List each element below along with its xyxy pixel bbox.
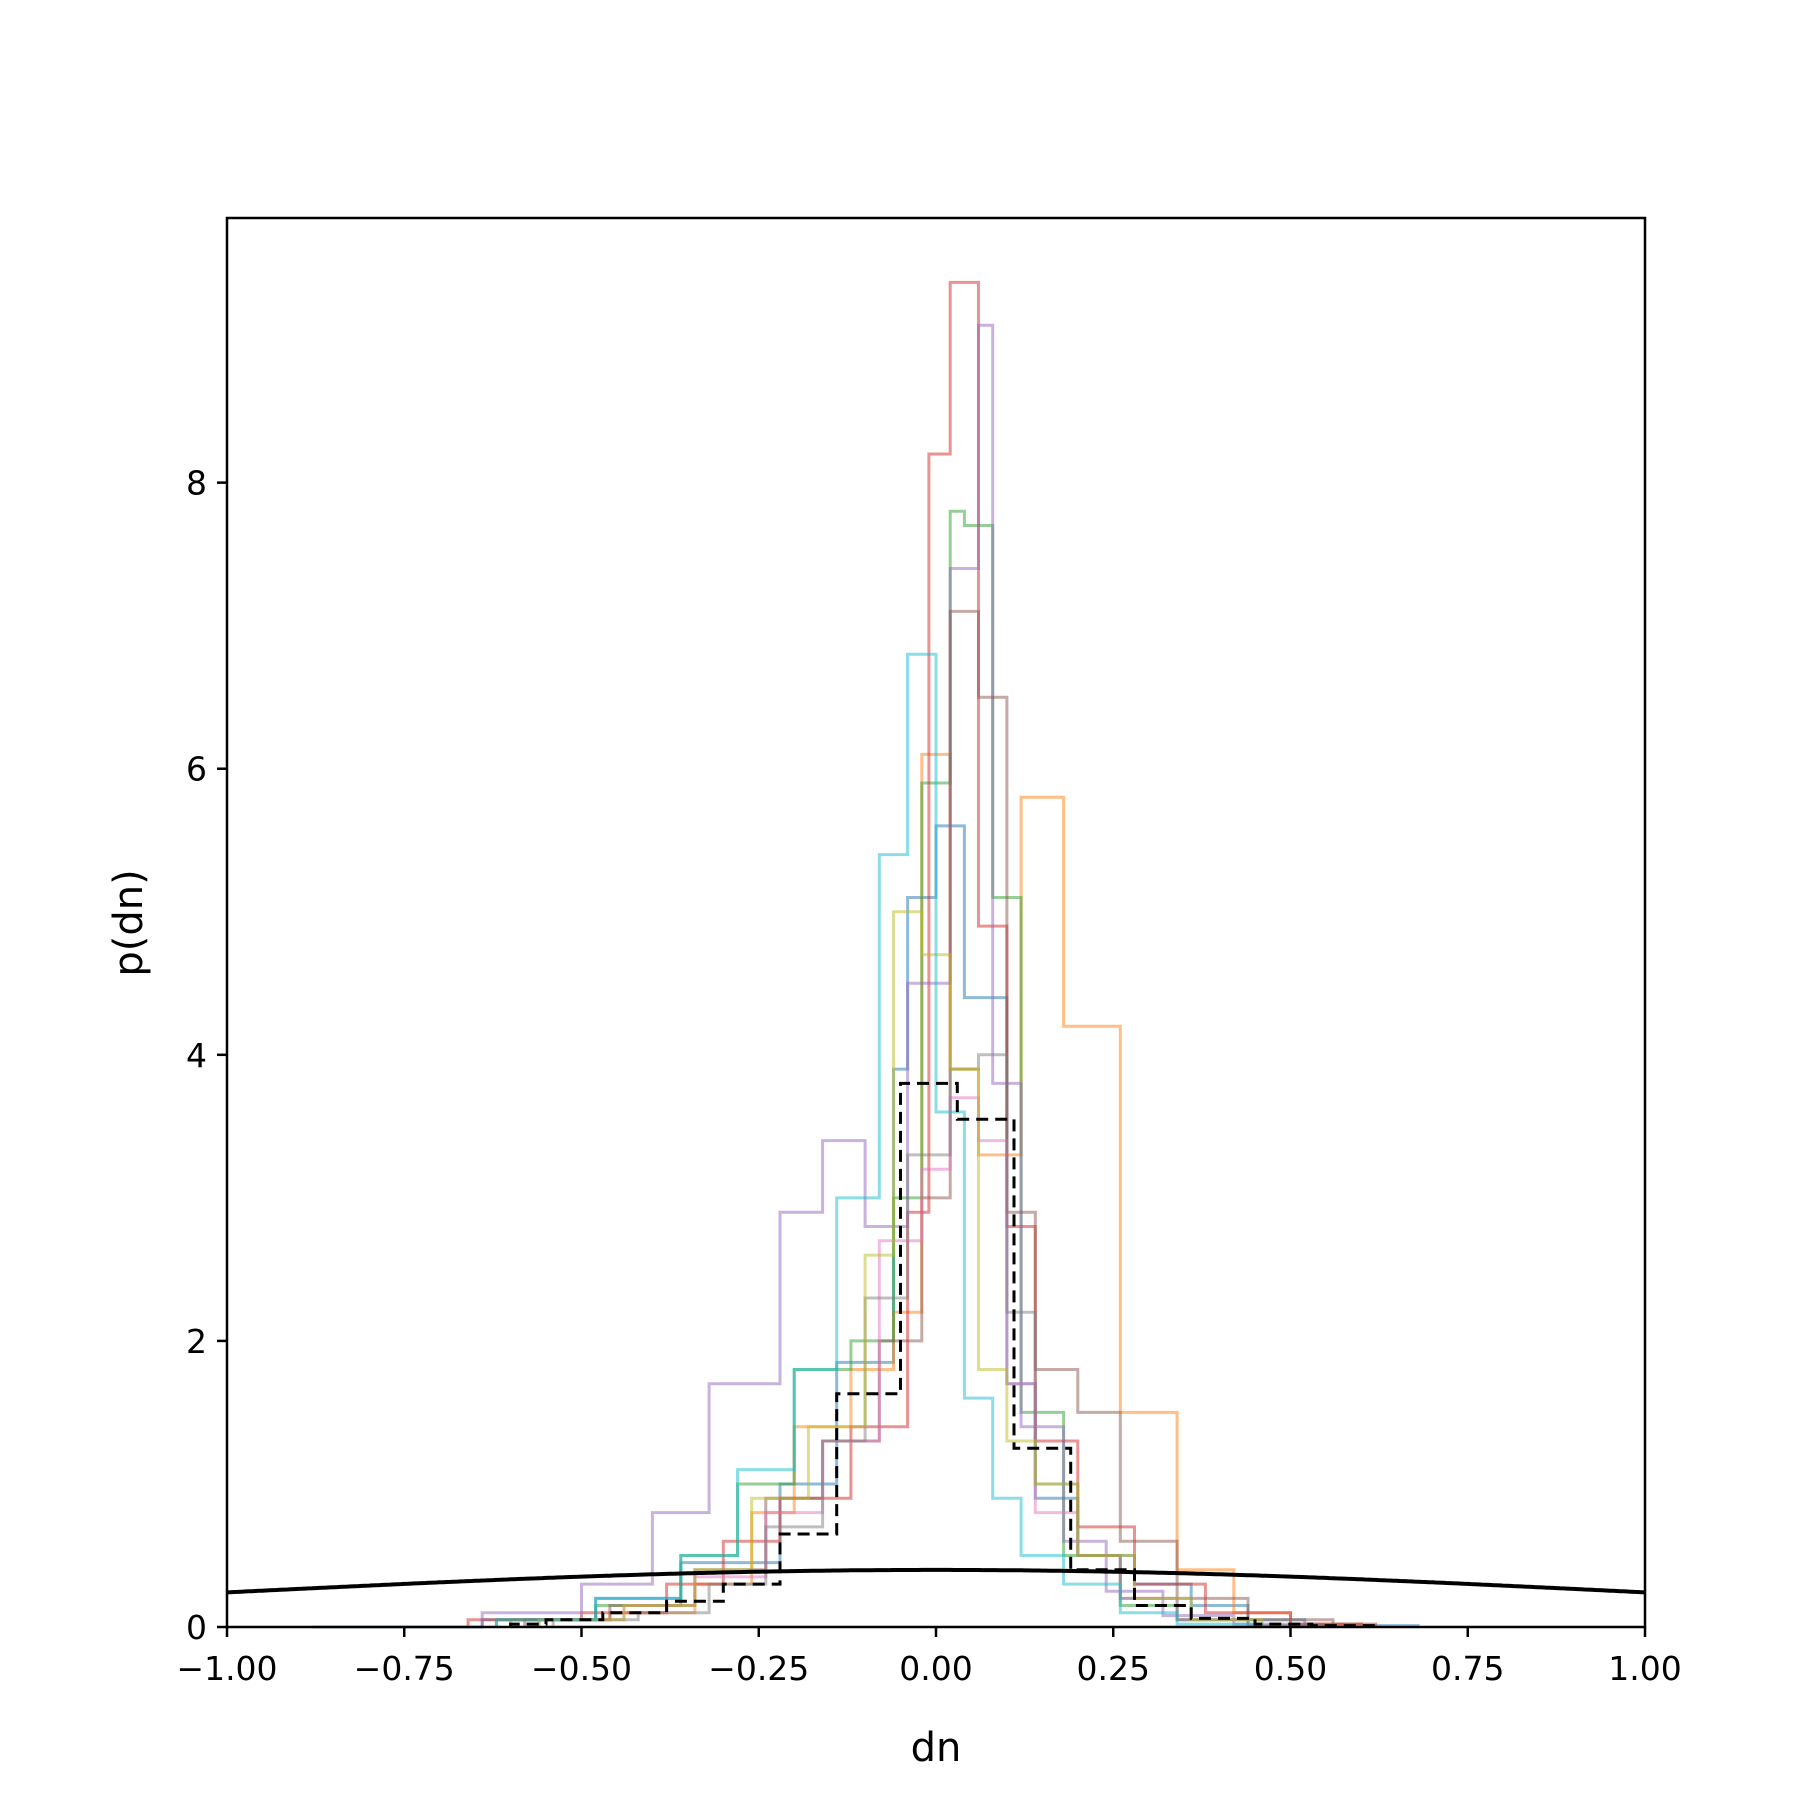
pooled-histogram-layer: [509, 1081, 1378, 1628]
x-tick-label: 0.00: [899, 1649, 972, 1688]
x-axis-label: dn: [911, 1725, 962, 1771]
x-tick-label: −0.75: [354, 1649, 455, 1688]
histogram-layer: [312, 280, 1420, 1629]
pooled-histogram: [509, 1081, 1378, 1628]
x-tick-label: 0.75: [1431, 1649, 1504, 1688]
histogram-series-3: [494, 509, 1335, 1628]
y-tick-label: 8: [186, 464, 207, 503]
x-tick-label: −0.50: [531, 1649, 632, 1688]
y-tick-label: 6: [186, 750, 207, 789]
reference-curve: [226, 1567, 1646, 1595]
x-tick-label: −0.25: [708, 1649, 809, 1688]
reference-curve-layer: [226, 1567, 1646, 1595]
y-axis-ticks: 0 2 4 6 8: [186, 464, 227, 1647]
histogram-series-5: [480, 323, 1321, 1627]
y-tick-label: 4: [186, 1036, 207, 1075]
y-tick-label: 0: [186, 1608, 207, 1647]
x-tick-label: 0.50: [1254, 1649, 1327, 1688]
y-tick-label: 2: [186, 1322, 207, 1361]
x-axis-ticks: −1.00 −0.75 −0.50 −0.25 0.00 0.25 0.50 0.75 1.00: [176, 1627, 1682, 1688]
histogram-series-10: [494, 652, 1264, 1627]
x-tick-label: 0.25: [1077, 1649, 1150, 1688]
x-tick-label: −1.00: [176, 1649, 277, 1688]
y-axis-label: p(dn): [106, 869, 152, 976]
x-tick-label: 1.00: [1608, 1649, 1681, 1688]
